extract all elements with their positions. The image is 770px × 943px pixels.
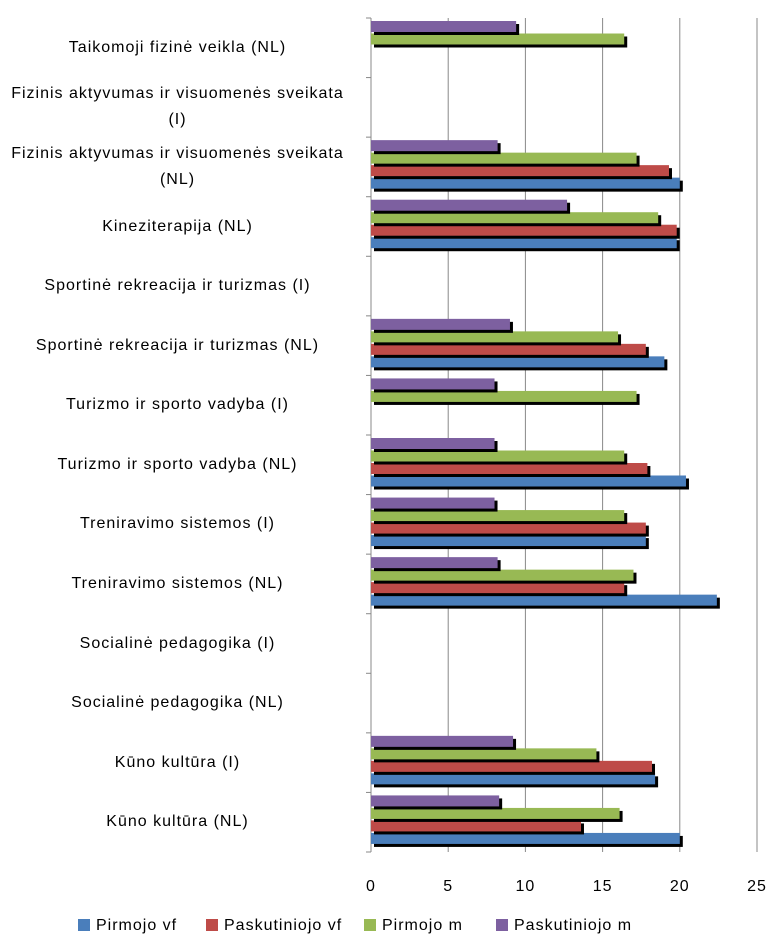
x-tick-label: 20 bbox=[670, 878, 690, 895]
bar bbox=[371, 760, 653, 772]
bar bbox=[371, 199, 568, 211]
y-tick-label: Taikomoji fizinė veikla (NL) bbox=[68, 38, 287, 56]
bar bbox=[371, 522, 646, 534]
bar bbox=[371, 212, 659, 224]
y-tick-label: Socialinė pedagogika (I) bbox=[79, 634, 276, 652]
bar bbox=[371, 807, 620, 819]
bar bbox=[371, 535, 646, 547]
bar bbox=[371, 438, 495, 449]
bar bbox=[371, 21, 517, 32]
bar bbox=[371, 773, 656, 785]
y-tick-label: Kineziterapija (NL) bbox=[102, 217, 253, 235]
legend-label: Pirmojo m bbox=[382, 917, 463, 934]
bar bbox=[371, 356, 665, 368]
bar bbox=[371, 390, 637, 402]
x-tick-label: 15 bbox=[593, 878, 613, 895]
bar bbox=[371, 152, 637, 164]
legend-swatch bbox=[364, 919, 376, 931]
x-tick-label: 25 bbox=[747, 878, 767, 895]
bar bbox=[371, 318, 510, 330]
bar bbox=[371, 177, 680, 189]
y-tick-label: Treniravimo sistemos (I) bbox=[80, 515, 275, 533]
bar bbox=[371, 237, 677, 249]
y-tick-label: Turizmo ir sporto vadyba (I) bbox=[65, 396, 289, 414]
bar bbox=[371, 832, 680, 844]
bar bbox=[371, 140, 498, 152]
bar bbox=[371, 475, 686, 487]
y-tick-label: Kūno kultūra (NL) bbox=[106, 813, 249, 831]
bar bbox=[371, 331, 619, 343]
bar bbox=[371, 33, 625, 45]
bar bbox=[371, 569, 634, 581]
bar bbox=[371, 820, 581, 832]
bar bbox=[371, 450, 625, 462]
y-tick-label: Sportinė rekreacija ir turizmas (NL) bbox=[35, 336, 320, 354]
legend-label: Pirmojo vf bbox=[96, 917, 177, 934]
x-tick-label: 5 bbox=[443, 878, 453, 895]
y-tick-label: Kūno kultūra (I) bbox=[114, 753, 241, 771]
bar bbox=[371, 557, 498, 569]
x-tick-label: 10 bbox=[516, 878, 536, 895]
bar bbox=[371, 497, 495, 509]
bar bbox=[371, 748, 597, 760]
bar bbox=[371, 343, 646, 355]
bar bbox=[371, 510, 625, 522]
y-tick-label: Treniravimo sistemos (NL) bbox=[71, 574, 284, 592]
legend-label: Paskutiniojo vf bbox=[224, 917, 342, 934]
bar bbox=[371, 378, 495, 390]
legend-label: Paskutiniojo m bbox=[514, 917, 632, 934]
bar bbox=[371, 582, 625, 594]
y-tick-label: Fizinis aktyvumas ir visuomenės sveikata… bbox=[11, 144, 344, 188]
x-tick-label: 0 bbox=[366, 878, 376, 895]
y-tick-label: Socialinė pedagogika (NL) bbox=[71, 694, 284, 712]
legend-swatch bbox=[78, 919, 90, 931]
bar bbox=[371, 224, 677, 236]
legend-swatch bbox=[206, 919, 218, 931]
y-tick-label: Sportinė rekreacija ir turizmas (I) bbox=[44, 277, 311, 295]
bar bbox=[371, 594, 717, 606]
bar bbox=[371, 165, 669, 177]
y-tick-label: Turizmo ir sporto vadyba (NL) bbox=[57, 455, 298, 473]
bar bbox=[371, 795, 500, 807]
bar bbox=[371, 735, 514, 747]
y-tick-label: Fizinis aktyvumas ir visuomenės sveikata… bbox=[11, 85, 344, 129]
bar bbox=[371, 463, 648, 474]
legend-swatch bbox=[496, 919, 508, 931]
